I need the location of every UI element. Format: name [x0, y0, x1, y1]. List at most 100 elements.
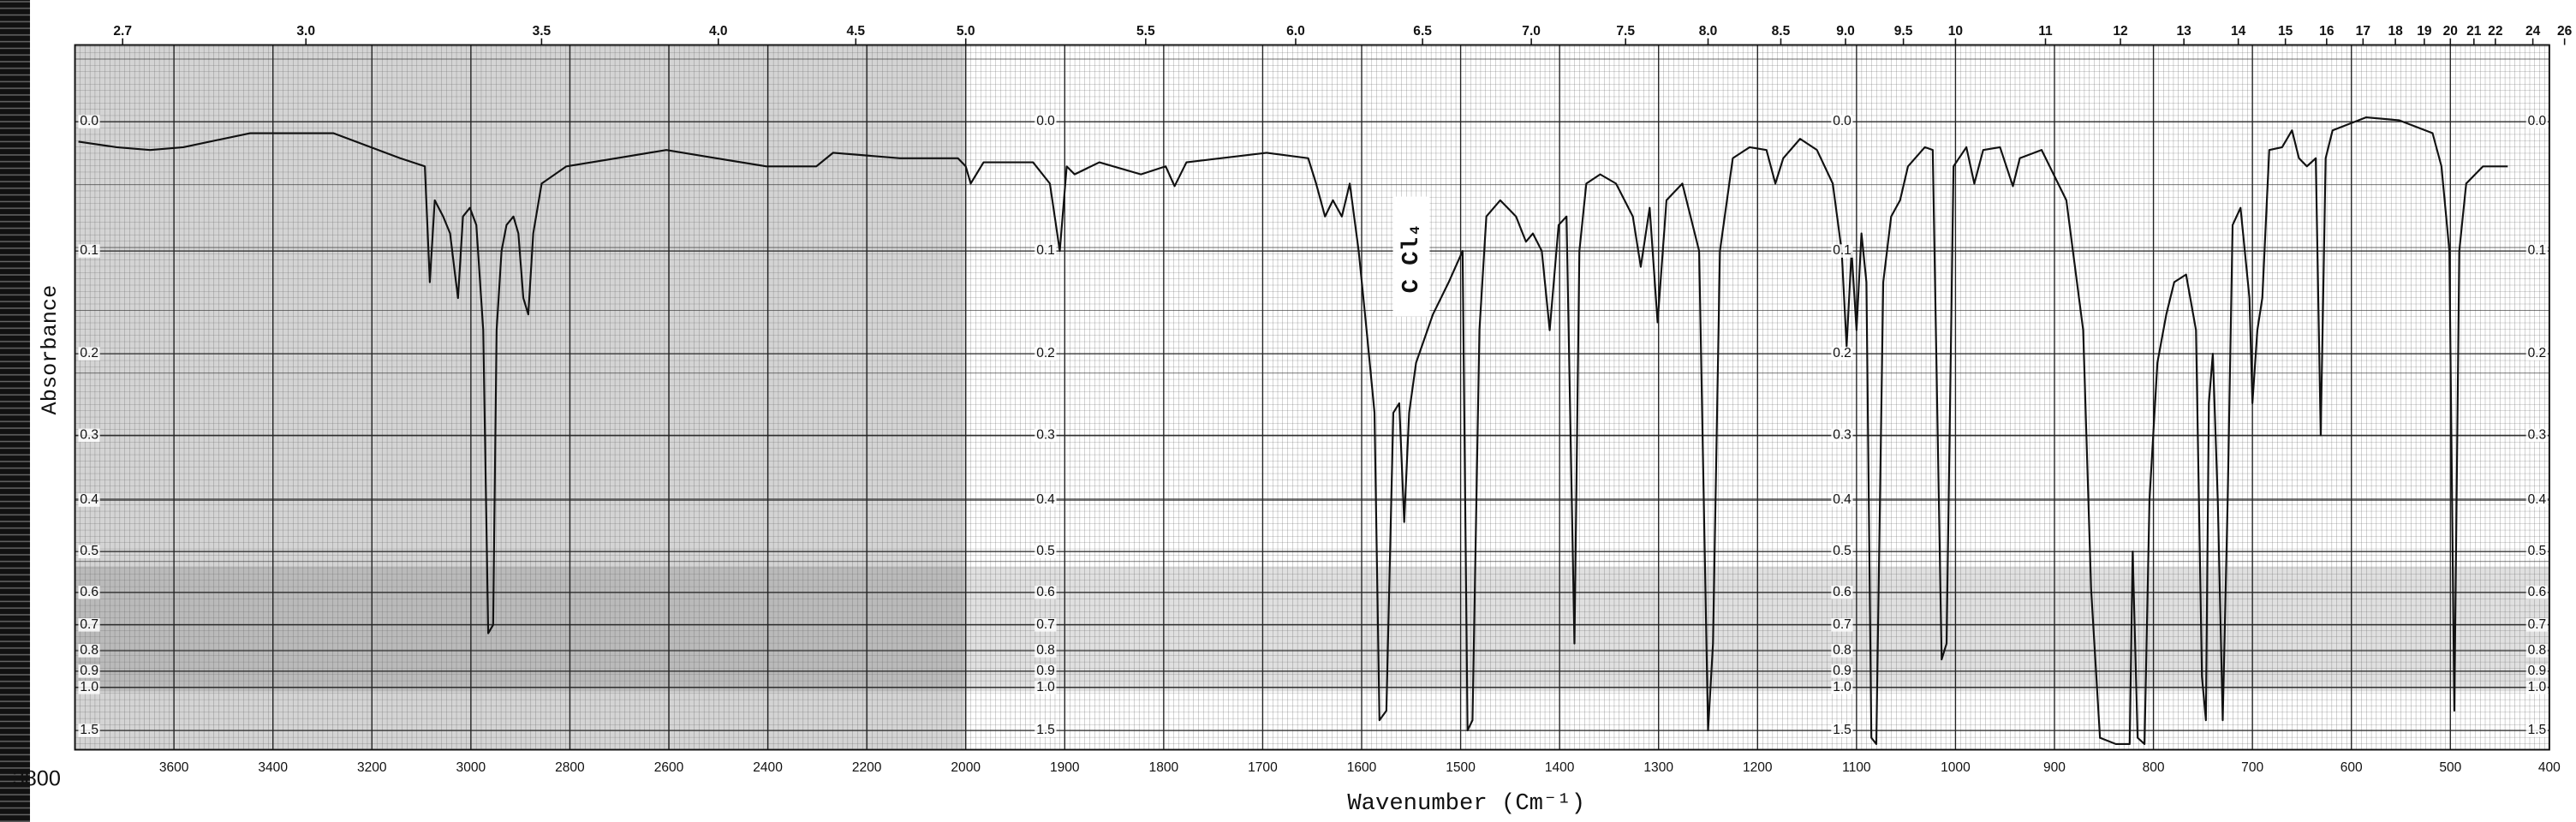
tick-label-bg: [1035, 115, 1057, 128]
x-tick-label: 1000: [1941, 760, 1971, 775]
x-tick-label: 1800: [1149, 760, 1179, 775]
x-tick-label: 600: [2340, 760, 2363, 775]
y-tick-label: 0.7: [2528, 617, 2547, 632]
x-axis-label: Wavenumber (Cm⁻¹): [1347, 790, 1585, 817]
x-tick-label: 1100: [1842, 760, 1871, 775]
tick-label-bg: [2525, 724, 2548, 737]
tick-label-bg: [2525, 115, 2548, 128]
y-tick-label: 0.3: [1036, 427, 1055, 442]
tick-label-bg: [1035, 347, 1057, 360]
spectrum-line: [78, 116, 2508, 746]
x-tick-label: 2000: [951, 760, 981, 775]
tick-label-bg: [78, 586, 100, 599]
tick-label-bg: [2525, 428, 2548, 443]
x2-tick-label: 5.5: [1136, 24, 1155, 39]
tick-label-bg: [78, 115, 100, 128]
x2-tick-label: 16: [2319, 24, 2334, 39]
y-tick-label: 0.2: [2528, 346, 2547, 360]
major-grid: [75, 45, 2549, 750]
x2-tick-label: 4.0: [709, 24, 728, 39]
tick-label-bg: [2525, 545, 2548, 558]
y-tick-label: 0.5: [1833, 544, 1852, 558]
tick-label-bg: [2525, 664, 2548, 678]
tick-label-bg: [1035, 618, 1057, 632]
x-tick-label: 3000: [456, 760, 486, 775]
tick-label-bg: [1035, 545, 1057, 558]
x-tick-label: 2800: [555, 760, 585, 775]
tick-label-bg: [1831, 115, 1853, 128]
tick-label-bg: [1035, 724, 1057, 737]
y-tick-label: 0.9: [1833, 664, 1852, 678]
x2-tick-label: 11: [2038, 24, 2053, 39]
x-tick-label: 2400: [753, 760, 783, 775]
y-tick-label: 0.6: [1833, 585, 1852, 599]
y-tick-label: 0.4: [1036, 492, 1055, 507]
tick-label-bg: [1831, 664, 1853, 678]
x2-tick-label: 14: [2231, 24, 2246, 39]
y-tick-label: 0.1: [2528, 243, 2547, 258]
x-tick-label: 1200: [1743, 760, 1773, 775]
x2-tick-label: 19: [2417, 24, 2432, 39]
x-tick-label: 1400: [1545, 760, 1575, 775]
tick-label-bg: [1831, 244, 1853, 258]
x2-tick-label: 7.5: [1616, 24, 1635, 39]
x2-tick-label: 8.0: [1699, 24, 1718, 39]
y-tick-label: 1.0: [1036, 680, 1055, 694]
x2-tick-label: 17: [2356, 24, 2370, 39]
tick-label-bg: [2525, 493, 2548, 507]
tick-label-bg: [78, 347, 100, 360]
y-tick-label: 0.0: [80, 114, 98, 128]
x2-tick-label: 2.7: [113, 24, 132, 39]
y-tick-label: 0.4: [1833, 492, 1852, 507]
x2-tick-label: 3.5: [533, 24, 552, 39]
tick-label-bg: [1831, 347, 1853, 360]
y-tick-label: 0.9: [2528, 664, 2547, 678]
y-tick-label: 0.6: [2528, 585, 2547, 599]
x2-tick-label: 20: [2443, 24, 2459, 39]
x-tick-label: 3800: [13, 766, 61, 790]
tick-label-bg: [1035, 681, 1057, 694]
tick-label-bg: [78, 724, 100, 737]
tick-label-bg: [2525, 681, 2548, 694]
tick-label-bg: [2525, 586, 2548, 599]
annotation: C Cl₄: [1398, 223, 1425, 294]
y-tick-label: 1.0: [2528, 680, 2547, 694]
x2-tick-label: 5.0: [957, 24, 975, 39]
x2-tick-label: 13: [2176, 24, 2191, 39]
x2-tick-label: 9.5: [1894, 24, 1913, 39]
edge-strip: [0, 0, 31, 822]
annotation-box: [1392, 196, 1430, 317]
x-tick-label: 900: [2043, 760, 2066, 775]
y-tick-label: 0.8: [1833, 643, 1852, 658]
tick-label-bg: [1831, 618, 1853, 632]
tick-label-bg: [1035, 644, 1057, 658]
x2-tick-label: 12: [2113, 24, 2128, 39]
x-tick-label: 1500: [1446, 760, 1476, 775]
y-tick-label: 0.3: [80, 427, 98, 442]
y-tick-label: 0.1: [1833, 243, 1852, 258]
y-tick-label: 1.5: [2528, 723, 2547, 737]
y-tick-label: 0.2: [1036, 346, 1055, 360]
tick-label-bg: [1831, 724, 1853, 737]
tick-label-bg: [1831, 428, 1853, 443]
tick-label-bg: [78, 644, 100, 658]
y-tick-label: 0.9: [1036, 664, 1055, 678]
tick-label-bg: [1035, 664, 1057, 678]
x2-tick-label: 18: [2388, 24, 2403, 39]
x-tick-label: 2200: [852, 760, 882, 775]
x2-tick-label: 10: [1948, 24, 1964, 39]
x-tick-label: 3600: [159, 760, 189, 775]
x-tick-label: 700: [2241, 760, 2263, 775]
tick-label-bg: [1035, 244, 1057, 258]
x-tick-label: 1900: [1050, 760, 1080, 775]
tick-label-bg: [2525, 618, 2548, 632]
y-tick-label: 0.0: [2528, 114, 2547, 128]
x2-tick-label: 21: [2466, 24, 2482, 39]
x2-tick-label: 7.0: [1522, 24, 1541, 39]
y-tick-label: 0.6: [80, 585, 98, 599]
x-tick-label: 2600: [654, 760, 684, 775]
y-tick-label: 0.5: [2528, 544, 2547, 558]
y-tick-label: 1.5: [1036, 723, 1055, 737]
x2-tick-label: 24: [2525, 24, 2541, 39]
